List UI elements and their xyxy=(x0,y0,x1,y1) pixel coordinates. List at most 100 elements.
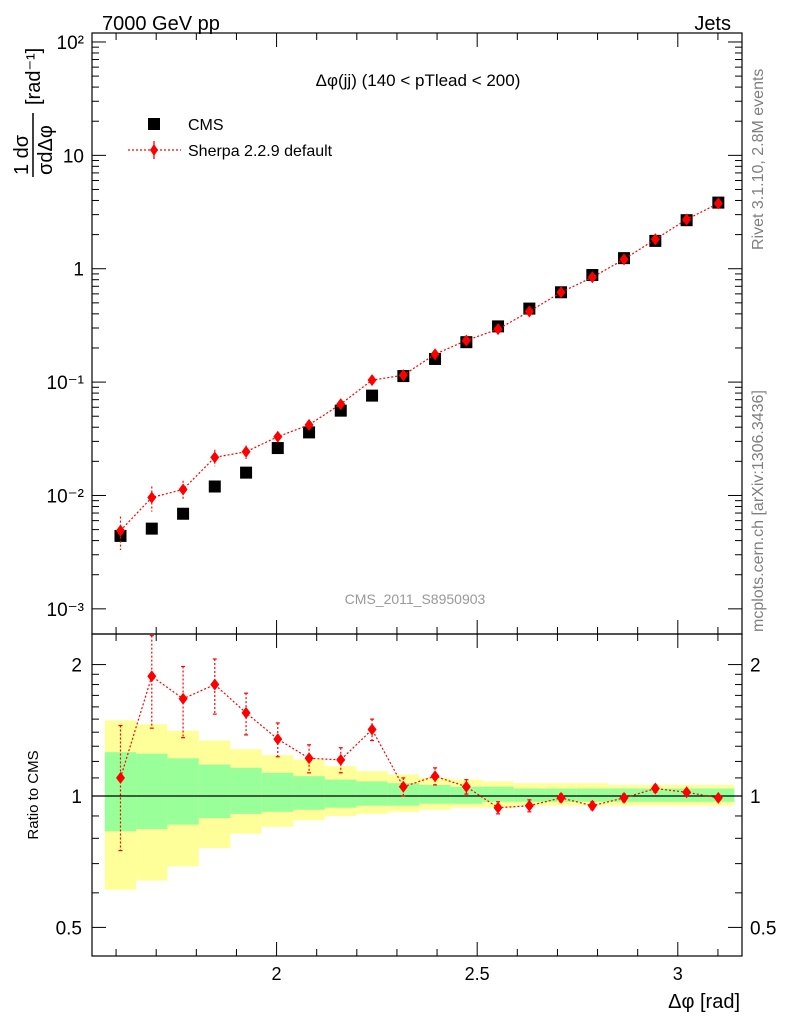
cms-point xyxy=(145,522,158,535)
ratio-point xyxy=(178,692,188,705)
band-inner-bin xyxy=(356,781,388,806)
band-inner-bin xyxy=(639,788,672,802)
header-left: 7000 GeV pp xyxy=(102,13,220,35)
main-ylabel-unit: [rad⁻¹] xyxy=(23,48,45,105)
band-inner-bin xyxy=(167,758,199,825)
x-tick-label: 2 xyxy=(272,964,282,984)
ratio-point xyxy=(273,733,283,746)
legend-cms-label: CMS xyxy=(188,117,224,134)
cms-point xyxy=(366,389,379,402)
y-tick-label: 10⁻³ xyxy=(47,600,85,621)
ratio-point xyxy=(682,786,692,799)
ratio-panel: 2 2.5 3 0.5 0.5 1 1 2 2 xyxy=(56,633,776,984)
ratio-point xyxy=(619,791,629,804)
x-axis-label: Δφ [rad] xyxy=(668,991,740,1013)
sherpa-point xyxy=(147,491,157,504)
sherpa-point xyxy=(115,524,125,537)
ratio-y-tick-label: 2 xyxy=(71,656,82,677)
sherpa-point xyxy=(619,253,629,266)
ratio-point xyxy=(304,752,314,765)
ratio-point xyxy=(210,678,220,691)
sherpa-point xyxy=(524,305,534,318)
sherpa-point xyxy=(430,348,440,361)
cms-point xyxy=(303,426,316,439)
y-tick-label: 10⁻¹ xyxy=(47,373,85,394)
ratio-point xyxy=(336,753,346,766)
y-tick-label: 10 xyxy=(63,146,84,167)
band-inner-bin xyxy=(324,779,357,808)
y-tick-label: 1 xyxy=(73,260,84,281)
band-inner-bin xyxy=(450,786,483,804)
cms-point xyxy=(240,466,253,479)
band-inner-bin xyxy=(230,767,262,814)
sherpa-point xyxy=(461,334,471,347)
main-ylabel: 1 dσ σdΔφ [rad⁻¹] xyxy=(11,48,57,177)
main-panel: 10⁻³ 10⁻² 10⁻¹ 1 10 10² xyxy=(47,32,743,956)
analysis-watermark: CMS_2011_S8950903 xyxy=(345,591,486,607)
main-ylabel-numerator: 1 dσ xyxy=(11,134,33,175)
legend-sherpa-label: Sherpa 2.2.9 default xyxy=(188,143,333,160)
sherpa-point xyxy=(650,233,660,246)
ratio-ylabel: Ratio to CMS xyxy=(25,750,42,839)
legend-sherpa-marker xyxy=(150,144,158,156)
ratio-y-tick-label: 0.5 xyxy=(56,918,82,939)
ratio-point xyxy=(493,801,503,814)
ratio-point xyxy=(241,706,251,719)
ratio-y-tick-label-right: 1 xyxy=(750,787,761,808)
ratio-point xyxy=(556,791,566,804)
sherpa-point xyxy=(367,374,377,387)
sherpa-point xyxy=(241,445,251,458)
sherpa-point xyxy=(178,483,188,496)
sherpa-point xyxy=(398,369,408,382)
x-tick-label: 2.5 xyxy=(465,964,490,984)
ratio-y-tick-label-right: 0.5 xyxy=(750,918,776,939)
y-tick-label: 10⁻² xyxy=(47,486,85,507)
band-inner-bin xyxy=(513,788,546,802)
sherpa-point xyxy=(493,323,503,336)
ratio-point xyxy=(461,780,471,793)
ratio-y-tick-label: 1 xyxy=(71,787,82,808)
band-inner-bin xyxy=(419,784,451,804)
band-inner-bin xyxy=(576,788,609,802)
ratio-point xyxy=(650,782,660,795)
ratio-point xyxy=(115,771,125,784)
ratio-point xyxy=(587,799,597,812)
ratio-frame xyxy=(91,633,743,957)
ratio-y-tick-label-right: 2 xyxy=(750,656,761,677)
band-inner-bin xyxy=(482,786,514,802)
sherpa-point xyxy=(210,451,220,464)
ratio-point xyxy=(713,791,723,804)
ratio-point xyxy=(524,799,534,812)
chart-title: Δφ(jj) (140 < pTlead < 200) xyxy=(316,71,521,90)
band-inner-bin xyxy=(198,764,231,819)
band-inner-bin xyxy=(293,776,325,810)
band-inner-bin xyxy=(261,772,294,812)
ratio-point xyxy=(398,780,408,793)
mcplots-label: mcplots.cern.ch [arXiv:1306.3436] xyxy=(750,390,767,632)
sherpa-point xyxy=(273,430,283,443)
x-tick-label: 3 xyxy=(673,964,683,984)
cms-point xyxy=(208,480,221,493)
header-right: Jets xyxy=(694,13,731,35)
legend-cms-marker xyxy=(148,118,160,130)
main-ylabel-denominator: σdΔφ xyxy=(35,125,57,175)
sherpa-point xyxy=(556,286,566,299)
band-inner-bin xyxy=(136,753,168,830)
cms-point xyxy=(271,442,284,455)
sherpa-point xyxy=(336,398,346,411)
cms-point xyxy=(177,507,190,520)
sherpa-point xyxy=(713,197,723,210)
ratio-point xyxy=(367,723,377,736)
legend: CMS Sherpa 2.2.9 default xyxy=(128,117,333,160)
sherpa-line xyxy=(120,202,719,532)
ratio-point xyxy=(147,670,157,683)
sherpa-point xyxy=(304,418,314,431)
rivet-label: Rivet 3.1.10, 2.8M events xyxy=(750,69,767,250)
ratio-point xyxy=(430,770,440,783)
sherpa-point xyxy=(587,271,597,284)
y-tick-label: 10² xyxy=(57,33,84,54)
ratio-line xyxy=(119,675,719,809)
sherpa-point xyxy=(682,213,692,226)
cms-point xyxy=(334,404,347,417)
